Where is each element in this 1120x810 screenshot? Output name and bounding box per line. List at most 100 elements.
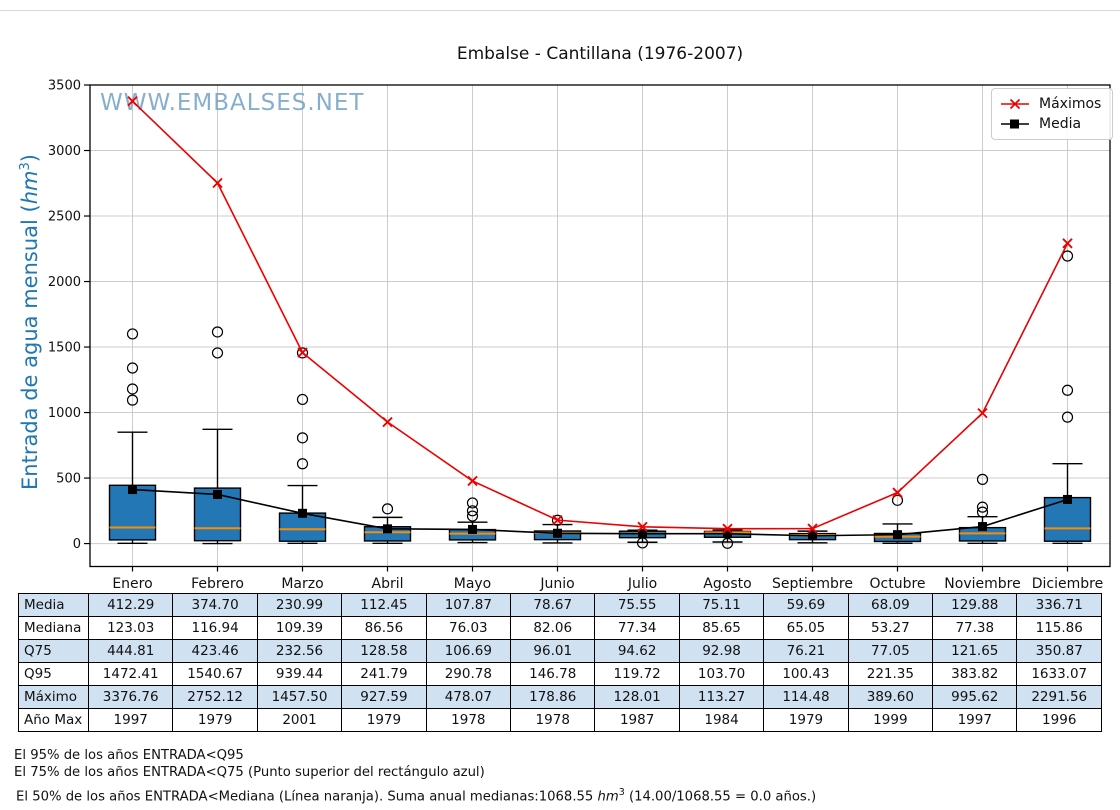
y-axis-label-exponent: 3 bbox=[18, 162, 33, 171]
outlier-point bbox=[466, 505, 479, 517]
x-tick-label: Enero bbox=[112, 576, 152, 592]
y-tick-label: 2000 bbox=[48, 275, 81, 290]
plot-background bbox=[90, 85, 1110, 567]
row-label: Q75 bbox=[18, 639, 89, 663]
chart-canvas: WWW.EMBALSES.NET 0 500 1000 1500 2000 2500 300… bbox=[48, 79, 1111, 592]
table-cell: 75.55 bbox=[594, 593, 680, 617]
data-layer bbox=[108, 95, 1092, 549]
outlier-point bbox=[976, 501, 989, 513]
media-line bbox=[132, 488, 1068, 537]
maximos-marker bbox=[127, 95, 138, 107]
table-cell: 1987 bbox=[594, 708, 680, 732]
table-cell: 107.87 bbox=[425, 593, 512, 617]
table-cell: 1999 bbox=[847, 708, 934, 732]
media-marker bbox=[723, 529, 732, 539]
table-cell: 1978 bbox=[425, 708, 512, 732]
watermark: WWW.EMBALSES.NET bbox=[100, 90, 364, 116]
maximos-marker bbox=[382, 416, 393, 428]
outlier-point bbox=[211, 347, 224, 359]
y-axis-label-close: ) bbox=[18, 154, 42, 163]
table-cell: 374.70 bbox=[172, 593, 258, 617]
media-marker bbox=[128, 485, 137, 495]
table-cell: 1472.41 bbox=[87, 662, 174, 686]
outlier-point bbox=[126, 383, 139, 395]
table-row: Mediana 123.03 116.94 109.39 86.56 76.03 82.06… bbox=[18, 616, 1102, 640]
table-cell: 1979 bbox=[172, 708, 258, 732]
media-marker bbox=[553, 528, 562, 538]
table-cell: 106.69 bbox=[425, 639, 512, 663]
media-marker bbox=[383, 524, 392, 534]
table-cell: 76.03 bbox=[425, 616, 512, 640]
outlier-point bbox=[721, 537, 734, 549]
outlier-point bbox=[126, 328, 139, 340]
y-tick-label: 3000 bbox=[48, 144, 81, 159]
outlier-point bbox=[381, 503, 394, 515]
table-cell: 82.06 bbox=[510, 616, 596, 640]
chart-title: Embalse - Cantillana (1976-2007) bbox=[456, 44, 744, 64]
table-cell: 77.05 bbox=[847, 639, 934, 663]
x-tick-label: Diciembre bbox=[1032, 576, 1103, 592]
media-marker bbox=[213, 489, 222, 499]
table-cell: 68.09 bbox=[847, 593, 934, 617]
media-marker bbox=[808, 531, 817, 541]
maximos-marker bbox=[977, 407, 988, 419]
footer-line3-unit: hm bbox=[597, 789, 619, 805]
table-cell: 129.88 bbox=[932, 593, 1018, 617]
row-label: Máximo bbox=[18, 685, 89, 709]
outlier-point bbox=[126, 362, 139, 374]
outlier-point bbox=[976, 473, 989, 485]
table-cell: 123.03 bbox=[87, 616, 174, 640]
row-label: Media bbox=[18, 593, 89, 617]
x-tick-label: Agosto bbox=[703, 576, 751, 592]
outlier-point bbox=[1061, 411, 1074, 423]
x-tick-label: Marzo bbox=[281, 576, 323, 592]
row-label: Año Max bbox=[18, 708, 89, 732]
table-cell: 116.94 bbox=[172, 616, 258, 640]
table-cell: 114.48 bbox=[763, 685, 849, 709]
table-cell: 1996 bbox=[1016, 708, 1102, 732]
x-tick-label: Junio bbox=[539, 576, 574, 592]
table-cell: 178.86 bbox=[510, 685, 596, 709]
footer-line3-post: (14.00/1068.55 = 0.0 años.) bbox=[624, 789, 817, 805]
table-cell: 1979 bbox=[341, 708, 427, 732]
maximos-marker bbox=[212, 177, 223, 189]
outlier-point bbox=[296, 458, 309, 470]
table-cell: 53.27 bbox=[847, 616, 934, 640]
table-cell: 241.79 bbox=[341, 662, 427, 686]
table-cell: 86.56 bbox=[341, 616, 427, 640]
x-tick-label: Octubre bbox=[869, 576, 925, 592]
table-cell: 77.34 bbox=[594, 616, 680, 640]
footer-notes: El 95% de los años ENTRADA<Q95 El 75% de… bbox=[14, 748, 816, 806]
table-cell: 128.58 bbox=[341, 639, 427, 663]
table-cell: 109.39 bbox=[256, 616, 343, 640]
stats-table: Media 412.29 374.70 230.99 112.45 107.87 78.67… bbox=[18, 593, 1102, 732]
outlier-point bbox=[296, 432, 309, 444]
maximos-line bbox=[131, 100, 1069, 530]
footer-line-q95: El 95% de los años ENTRADA<Q95 bbox=[14, 748, 244, 763]
maximos-marker bbox=[297, 347, 308, 358]
x-tick-label: Mayo bbox=[454, 576, 492, 592]
table-cell: 85.65 bbox=[678, 616, 765, 640]
table-cell: 383.82 bbox=[932, 662, 1018, 686]
table-cell: 444.81 bbox=[87, 639, 174, 663]
maximos-marker bbox=[892, 487, 903, 498]
table-cell: 92.98 bbox=[678, 639, 765, 663]
legend-row-maximos: Máximos bbox=[999, 94, 1103, 114]
table-cell: 59.69 bbox=[763, 593, 849, 617]
table-cell: 1633.07 bbox=[1016, 662, 1102, 686]
plot-frame bbox=[89, 84, 1111, 568]
table-cell: 115.86 bbox=[1016, 616, 1102, 640]
grid-layer bbox=[90, 84, 1110, 567]
top-border-line bbox=[0, 10, 1120, 11]
table-cell: 2291.56 bbox=[1016, 685, 1102, 709]
y-tick-label: 500 bbox=[56, 472, 81, 487]
outlier-point bbox=[296, 393, 309, 406]
outlier-point bbox=[1061, 250, 1074, 262]
legend-label-media: Media bbox=[1039, 116, 1082, 132]
table-cell: 96.01 bbox=[510, 639, 596, 663]
table-cell: 128.01 bbox=[594, 685, 680, 709]
row-label: Q95 bbox=[18, 662, 89, 686]
y-tick-label: 1000 bbox=[48, 406, 81, 421]
footer-line-q75: El 75% de los años ENTRADA<Q75 (Punto su… bbox=[14, 764, 485, 780]
